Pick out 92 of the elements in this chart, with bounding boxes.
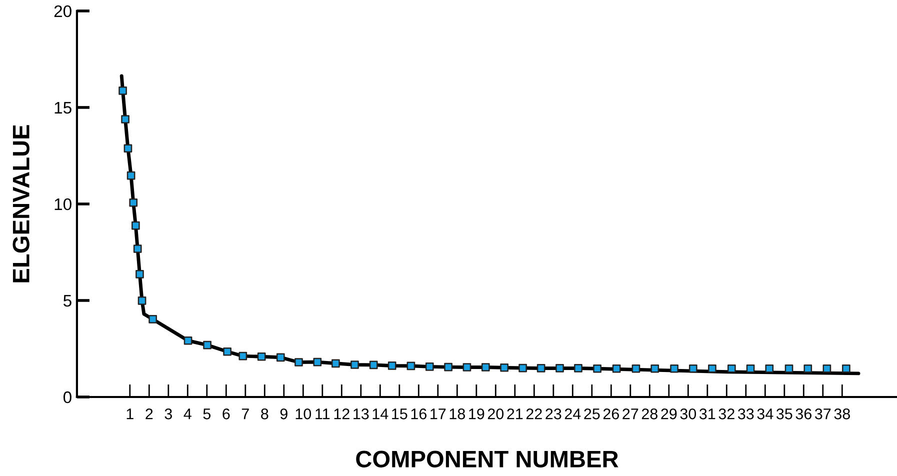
- x-tick-label: 21: [507, 408, 523, 420]
- x-tick-label: 36: [796, 408, 812, 420]
- x-tick-label: 12: [334, 408, 350, 420]
- point: [126, 171, 136, 180]
- x-tick-label: 10: [296, 408, 312, 420]
- point: [727, 364, 736, 373]
- x-tick-label: 38: [834, 408, 850, 420]
- point: [124, 144, 132, 153]
- y-tick-label: 0: [63, 391, 72, 404]
- x-tick-label: 15: [392, 408, 408, 420]
- point: [313, 358, 322, 366]
- x-tick-label: 35: [776, 408, 792, 420]
- x-tick-label: 17: [430, 408, 446, 420]
- point: [332, 359, 340, 368]
- point: [708, 364, 716, 373]
- x-tick-label: 31: [699, 408, 716, 420]
- line-series: [120, 74, 860, 376]
- point: [784, 364, 794, 373]
- x-tick-label: 5: [203, 408, 211, 420]
- x-tick-label: 3: [164, 408, 172, 420]
- y-tick-label: 20: [54, 5, 72, 18]
- point: [138, 296, 146, 305]
- x-tick-label: 33: [738, 408, 754, 420]
- point: [462, 363, 472, 372]
- x-tick-label: 16: [411, 408, 426, 420]
- x-tick-label: 28: [642, 408, 658, 420]
- point: [518, 364, 527, 372]
- x-tick-label: 13: [354, 408, 369, 420]
- x-tick-label: 23: [546, 408, 562, 420]
- point: [481, 363, 490, 372]
- x-tick-label: 6: [222, 408, 230, 420]
- point: [746, 364, 755, 373]
- y-tick-label: 5: [64, 295, 72, 307]
- point: [632, 364, 640, 373]
- point: [536, 364, 546, 372]
- x-tick-label: 2: [146, 408, 153, 420]
- point: [574, 364, 582, 372]
- y-axis-title: ELGENVALUE: [12, 125, 30, 282]
- point: [388, 362, 396, 370]
- point: [556, 364, 564, 372]
- point: [369, 360, 378, 370]
- point: [203, 340, 212, 350]
- x-tick-label: 7: [242, 408, 249, 420]
- point: [406, 362, 416, 370]
- point: [184, 336, 192, 345]
- x-tick-label: 30: [680, 408, 696, 420]
- y-tick-label: 10: [54, 198, 72, 210]
- point: [223, 347, 232, 356]
- point: [118, 86, 127, 95]
- point: [593, 364, 602, 373]
- x-tick-label: 22: [526, 408, 542, 420]
- x-tick-label: 25: [584, 408, 600, 420]
- point: [121, 115, 130, 124]
- point: [129, 198, 138, 207]
- x-tick-label: 26: [603, 408, 619, 420]
- point: [842, 364, 850, 373]
- x-tick-label: 9: [280, 408, 288, 420]
- x-tick-label: 8: [261, 408, 268, 420]
- x-tick-label: 4: [184, 408, 192, 420]
- point: [444, 362, 452, 372]
- x-tick-label: 27: [622, 408, 638, 420]
- point: [670, 364, 678, 373]
- point: [650, 364, 660, 373]
- point: [425, 362, 434, 371]
- point: [276, 353, 285, 362]
- x-tick-label: 24: [564, 408, 581, 420]
- x-axis-title: COMPONENT NUMBER: [356, 450, 618, 468]
- point: [133, 244, 142, 253]
- x-tick-label: 19: [469, 408, 484, 420]
- point: [822, 364, 832, 373]
- point: [257, 352, 266, 361]
- x-tick-label: 18: [450, 408, 465, 420]
- point: [350, 360, 359, 369]
- y-tick-label: 15: [54, 102, 72, 114]
- x-tick-label: 11: [316, 408, 330, 420]
- x-tick-label: 20: [488, 408, 504, 420]
- point: [500, 363, 508, 372]
- x-tick-label: 14: [372, 408, 388, 420]
- point: [612, 364, 621, 373]
- point: [294, 358, 303, 366]
- point: [132, 221, 140, 230]
- point: [148, 315, 157, 324]
- x-tick-label: 32: [718, 408, 734, 420]
- x-tick-label: 1: [126, 408, 134, 420]
- point: [804, 364, 812, 373]
- point: [765, 364, 774, 373]
- point: [136, 270, 144, 278]
- x-tick-label: 34: [757, 408, 774, 420]
- point: [688, 364, 698, 373]
- point: [238, 352, 248, 360]
- x-tick-label: 29: [661, 408, 677, 420]
- x-tick-label: 37: [814, 408, 831, 420]
